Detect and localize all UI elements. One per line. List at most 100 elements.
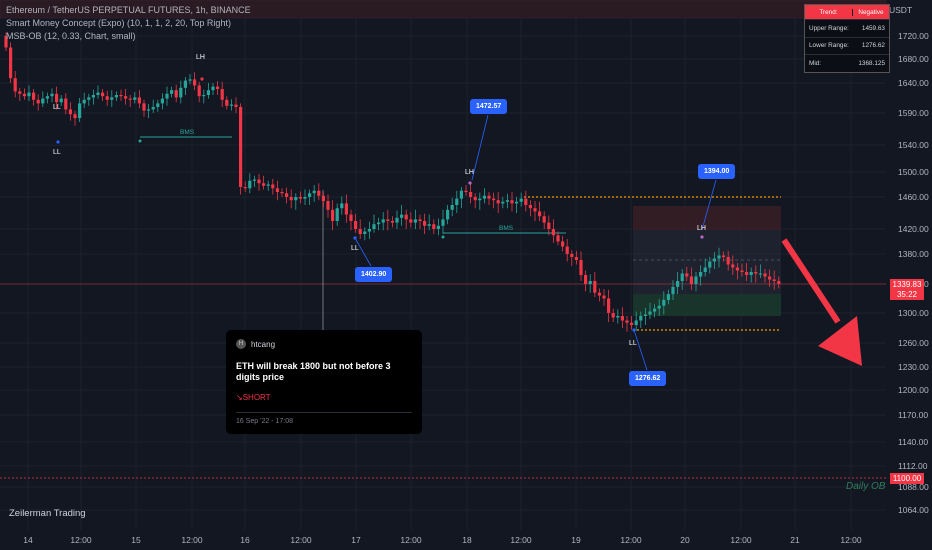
candle-countdown: 35:22 xyxy=(896,290,918,299)
time-axis[interactable]: 14 12:00 15 12:00 16 12:00 17 12:00 18 12:00 19 12:… xyxy=(23,535,862,545)
candle-body xyxy=(27,92,31,97)
bubble-connector-2 xyxy=(354,237,372,267)
indicator-smc[interactable]: Smart Money Concept (Expo) (10, 1, 1, 2,… xyxy=(6,18,231,28)
candle-body xyxy=(551,229,555,236)
indicator-msb-ob[interactable]: MSB-OB (12, 0.33, Chart, small) xyxy=(6,31,136,41)
candle-body xyxy=(96,92,100,95)
candle-body xyxy=(395,217,399,223)
lower-label: Lower Range: xyxy=(809,42,849,50)
candle-body xyxy=(82,99,86,104)
username[interactable]: htcang xyxy=(251,339,276,349)
candle-body xyxy=(400,214,404,218)
price-bubble-1[interactable]: 1472.57 xyxy=(470,99,508,114)
x-tick-label: 21 xyxy=(790,535,800,545)
trend-row: Trend: Negative xyxy=(805,5,889,19)
y-tick-label: 1460.00 xyxy=(898,192,929,202)
idea-date: 16 Sep '22 - 17:08 xyxy=(236,418,293,425)
candle-body xyxy=(712,258,716,262)
symbol-title: Ethereum / TetherUS PERPETUAL FUTURES, 1… xyxy=(6,5,251,15)
y-tick-label: 1260.00 xyxy=(898,338,929,348)
upper-value: 1459.63 xyxy=(861,24,885,32)
lh-label-2: LH xyxy=(465,169,474,176)
candle-body xyxy=(105,96,109,100)
candle-body xyxy=(763,273,767,277)
bearish-arrow-icon xyxy=(781,238,862,366)
candle-body xyxy=(492,198,496,201)
avatar[interactable]: H xyxy=(236,339,246,349)
idea-card[interactable]: H htcang ETH will break 1800 but not bef… xyxy=(226,330,422,434)
candle-body xyxy=(579,260,583,275)
candle-body xyxy=(41,98,45,104)
candle-body xyxy=(464,190,468,192)
candle-body xyxy=(588,281,592,284)
candle-body xyxy=(340,203,344,209)
candle-body xyxy=(758,273,762,275)
candle-body xyxy=(321,195,325,201)
candle-body xyxy=(124,96,128,99)
candle-body xyxy=(234,104,238,107)
candle-body xyxy=(229,104,233,106)
candle-body xyxy=(745,272,749,275)
candle-body xyxy=(404,214,408,220)
candle-body xyxy=(547,222,551,229)
candle-body xyxy=(708,261,712,268)
candle-body xyxy=(308,193,312,197)
candle-body xyxy=(317,190,321,196)
candle-body xyxy=(630,322,634,325)
candle-body xyxy=(469,192,473,197)
ll-dot-2 xyxy=(353,236,357,240)
candle-body xyxy=(174,90,178,98)
candle-body xyxy=(344,203,348,215)
y-tick-label: 1590.00 xyxy=(898,108,929,118)
candle-body xyxy=(478,198,482,201)
trend-value: Negative xyxy=(858,8,884,16)
bms-label-1: BMS xyxy=(180,129,195,136)
candle-body xyxy=(538,211,542,217)
lh-dot-3 xyxy=(700,235,704,239)
ll-label-1: LL xyxy=(53,149,61,156)
candle-body xyxy=(542,216,546,223)
candle-body xyxy=(533,208,537,212)
trend-table: Trend: Negative Upper Range: 1459.63 Low… xyxy=(804,4,890,73)
candle-body xyxy=(188,79,192,81)
candle-body xyxy=(726,257,730,265)
candle-body xyxy=(662,299,666,306)
candle-body xyxy=(78,103,82,119)
candle-body xyxy=(349,214,353,221)
y-tick-label: 1720.00 xyxy=(898,31,929,41)
upper-label: Upper Range: xyxy=(809,24,849,32)
idea-author[interactable]: H htcang xyxy=(236,339,275,349)
price-bubble-4[interactable]: 1276.62 xyxy=(629,371,667,386)
price-bubble-3[interactable]: 1394.00 xyxy=(698,164,736,179)
candle-body xyxy=(303,197,307,199)
candle-body xyxy=(9,47,13,79)
candle-body xyxy=(671,286,675,295)
candle-body xyxy=(685,273,689,277)
candle-body xyxy=(570,254,574,257)
candle-body xyxy=(262,183,266,186)
candle-body xyxy=(436,225,440,229)
candle-body xyxy=(335,208,339,221)
candle-body xyxy=(285,193,289,197)
candle-body xyxy=(206,90,210,95)
mid-row: Mid: 1368.125 xyxy=(805,54,889,72)
candle-body xyxy=(372,224,376,229)
lower-row: Lower Range: 1276.62 xyxy=(805,36,889,55)
candle-body xyxy=(666,294,670,300)
candle-body xyxy=(55,93,59,103)
candle-body xyxy=(32,92,36,100)
candle-body xyxy=(413,219,417,223)
candle-body xyxy=(326,201,330,210)
candle-body xyxy=(620,316,624,321)
candle-body xyxy=(151,107,155,110)
candle-body xyxy=(459,190,463,199)
candle-body xyxy=(45,96,49,99)
x-tick-label: 12:00 xyxy=(290,535,312,545)
y-tick-label: 1420.00 xyxy=(898,224,929,234)
candle-body xyxy=(36,99,40,104)
price-bubble-2[interactable]: 1402.90 xyxy=(355,267,393,282)
candle-body xyxy=(13,78,17,92)
candle-body xyxy=(294,197,298,201)
y-tick-label: 1088.00 xyxy=(898,482,929,492)
